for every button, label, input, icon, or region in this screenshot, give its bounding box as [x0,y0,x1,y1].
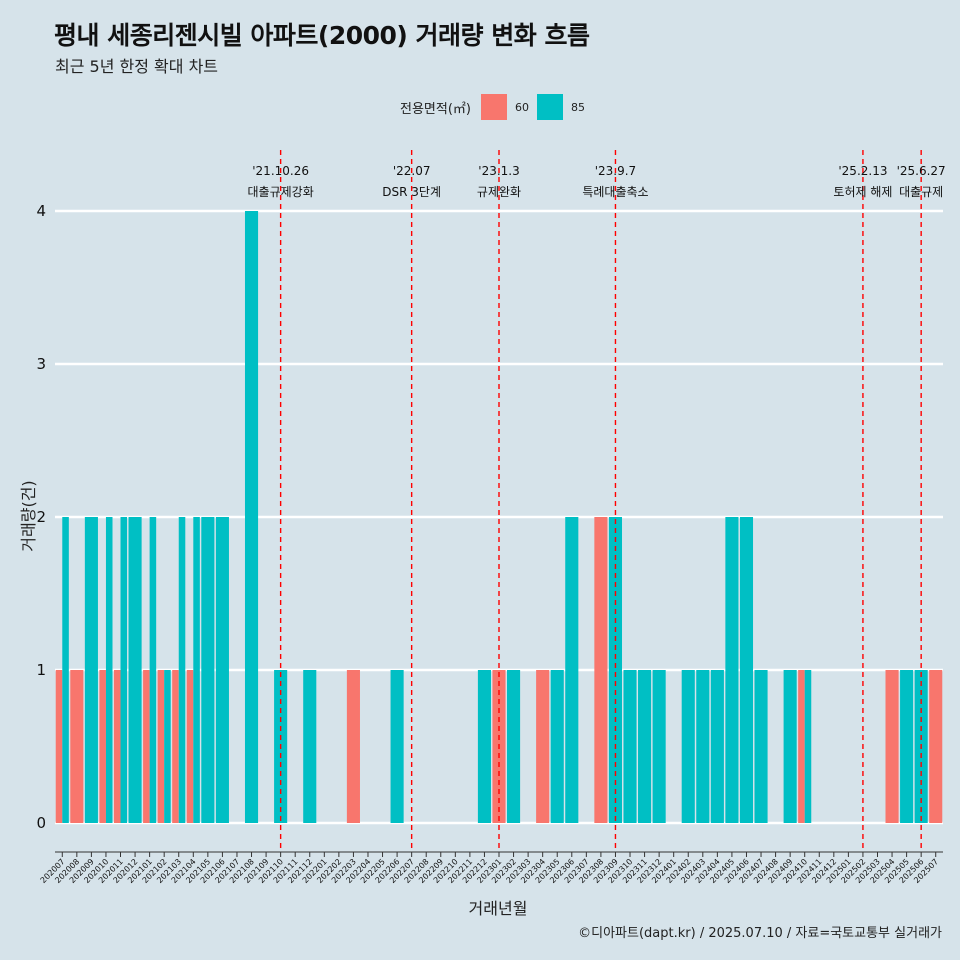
bar-60 [536,670,550,823]
bar-60 [113,670,121,823]
event-date: '22.07 [393,164,431,178]
bar-85 [201,517,215,823]
bar-85 [804,670,812,823]
bar-60 [346,670,360,823]
event-label: 토허제 해제 [833,185,892,199]
bar-85 [652,670,666,823]
bar-85 [608,517,623,823]
bar-85 [550,670,564,823]
bar-85 [390,670,404,823]
bar-85 [507,670,521,823]
x-axis-label: 거래년월 [469,899,528,918]
y-axis-label: 거래량(건) [19,480,38,551]
legend-label-60: 60 [514,100,529,114]
bar-60 [172,670,179,823]
bars [55,211,943,823]
bar-85 [565,517,579,823]
bar-85 [783,670,797,823]
bar-85 [696,670,710,823]
bar-60 [186,670,194,823]
event-label: 특례대출축소 [582,185,648,199]
y-axis: 0 1 2 3 4 [36,202,46,832]
event-label: 규제완화 [477,185,521,199]
y-tick-label: 1 [36,661,46,679]
bar-85 [178,517,186,823]
y-tick-label: 3 [36,355,46,373]
legend-label-85: 85 [570,100,585,114]
chart-title: 평내 세종리젠시빌 아파트(2000) 거래량 변화 흐름 [54,21,590,50]
bar-85 [164,670,171,823]
bar-60 [929,670,943,823]
bar-85 [681,670,695,823]
event-label: 대출규제강화 [248,185,314,199]
event-date: '25.2.13 [838,164,887,178]
bar-85 [215,517,229,823]
bar-60 [885,670,899,823]
event-lines: '21.10.26 대출규제강화 '22.07 DSR 3단계 '23.1.3 규제완화 '… [248,150,946,852]
bar-85 [623,670,637,823]
y-tick-label: 2 [36,508,46,526]
event-date: '25.6.27 [897,164,946,178]
bar-60 [143,670,150,823]
bar-85 [477,670,491,823]
bar-85 [725,517,739,823]
event-date: '23.9.7 [595,164,636,178]
bar-85 [754,670,768,823]
bar-60 [157,670,165,823]
legend-key-85 [536,94,563,120]
bar-85 [303,670,317,823]
x-axis: 2020072020082020092020102020112020122021… [39,851,943,885]
bar-60 [594,517,608,823]
bar-85 [193,517,200,823]
bar-85 [149,517,157,823]
y-tick-label: 0 [36,814,46,832]
bar-60 [55,670,63,823]
bar-85 [244,211,259,823]
bar-85 [105,517,113,823]
bar-85 [128,517,142,823]
event-date: '23.1.3 [478,164,519,178]
bar-85 [84,517,98,823]
event-label: 대출규제 [899,185,943,199]
source-caption: ©디아파트(dapt.kr) / 2025.07.10 / 자료=국토교통부 실… [578,926,942,941]
bar-60 [70,670,84,823]
bar-60 [798,670,805,823]
event-date: '21.10.26 [252,164,309,178]
chart-subtitle: 최근 5년 한정 확대 차트 [55,57,219,76]
event-label: DSR 3단계 [382,185,441,199]
legend-title: 전용면적(㎡) [400,101,471,117]
bar-60 [99,670,106,823]
bar-85 [900,670,914,823]
y-tick-label: 4 [36,202,46,220]
bar-85 [739,517,754,823]
bar-85 [638,670,652,823]
bar-85 [62,517,69,823]
legend: 전용면적(㎡) 60 85 [400,92,593,122]
legend-key-60 [480,94,507,120]
bar-85 [710,670,724,823]
bar-85 [120,517,128,823]
